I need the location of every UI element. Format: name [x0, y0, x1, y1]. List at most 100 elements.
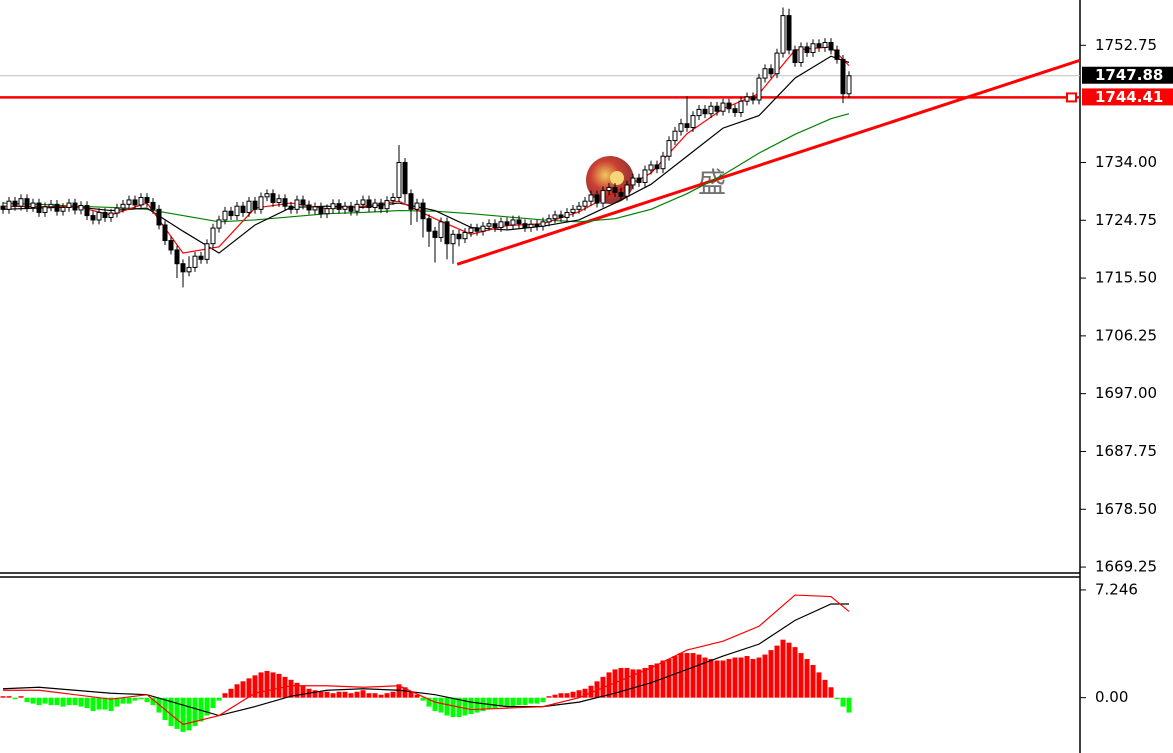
candle-body	[564, 211, 570, 218]
candle-body	[186, 266, 192, 273]
price-line-marker	[1066, 92, 1077, 103]
histogram-bar	[696, 654, 702, 698]
histogram-bar	[588, 685, 594, 698]
histogram-bar	[372, 693, 378, 698]
histogram-bar	[678, 653, 684, 698]
candle-body	[744, 96, 750, 102]
candle-body	[576, 205, 582, 210]
candle-body	[294, 199, 300, 210]
histogram-bar	[624, 667, 630, 698]
candle-body	[552, 214, 558, 220]
histogram-bar	[294, 682, 300, 698]
histogram-bar	[462, 697, 468, 716]
histogram-bar	[774, 645, 780, 698]
candle-body	[204, 243, 210, 260]
candle-body	[210, 227, 216, 245]
candle-body	[798, 46, 804, 63]
candle-body	[144, 196, 150, 203]
histogram-bar	[732, 657, 738, 698]
candle-body	[270, 193, 276, 203]
histogram-bar	[210, 697, 216, 709]
histogram-bar	[846, 697, 852, 713]
y-tick-label: 1734.00	[1095, 153, 1157, 171]
histogram-bar	[582, 688, 588, 698]
histogram-bar	[438, 697, 444, 713]
candle-body	[666, 140, 672, 157]
candle-body	[192, 255, 198, 268]
candle-body	[174, 249, 180, 265]
candle-body	[804, 46, 810, 53]
y-tick-label: 1724.75	[1095, 211, 1157, 229]
histogram-bar	[66, 697, 72, 706]
histogram-bar	[576, 690, 582, 698]
candle-body	[456, 233, 462, 240]
candle-body	[756, 77, 762, 101]
histogram-bar	[6, 696, 12, 698]
candle-body	[390, 196, 396, 202]
candle-body	[330, 203, 336, 210]
histogram-bar	[432, 697, 438, 712]
candle-body	[12, 200, 18, 207]
histogram-bar	[630, 669, 636, 698]
candle-body	[600, 190, 606, 204]
histogram-bar	[324, 691, 330, 698]
histogram-bar	[702, 657, 708, 698]
histogram-bar	[720, 660, 726, 698]
histogram-bar	[762, 654, 768, 698]
histogram-bar	[714, 660, 720, 698]
histogram-bar	[552, 694, 558, 698]
histogram-bar	[642, 667, 648, 698]
histogram-bar	[780, 639, 786, 698]
candle-body	[540, 221, 546, 227]
histogram-bar	[132, 697, 138, 701]
candle-body	[60, 206, 66, 212]
candle-body	[288, 205, 294, 210]
price-label-box	[1082, 66, 1173, 84]
histogram-bar	[798, 653, 804, 698]
candle-body	[66, 202, 72, 208]
candle-body	[132, 199, 138, 206]
candle-body	[522, 223, 528, 228]
candle-body	[114, 207, 120, 214]
histogram-bar	[366, 693, 372, 698]
candle-body	[708, 105, 714, 115]
candle-body	[738, 100, 744, 113]
candle-body	[162, 224, 168, 242]
histogram-bar	[426, 697, 432, 707]
candle-body	[690, 115, 696, 128]
candle-body	[780, 15, 786, 54]
candle-body	[480, 225, 486, 232]
histogram-bar	[564, 693, 570, 698]
histogram-bar	[810, 664, 816, 698]
candle-body	[282, 198, 288, 207]
histogram-bar	[252, 675, 258, 698]
plot-area	[0, 7, 1080, 288]
candle-body	[534, 223, 540, 227]
histogram-bar	[828, 687, 834, 698]
candle-body	[636, 177, 642, 183]
histogram-bar	[168, 697, 174, 726]
candle-body	[498, 221, 504, 228]
candle-body	[216, 219, 222, 229]
histogram-bar	[60, 697, 66, 707]
histogram-bar	[150, 697, 156, 706]
candle-body	[228, 210, 234, 217]
histogram-bar	[414, 694, 420, 698]
histogram-bar	[510, 697, 516, 707]
candle-body	[336, 203, 342, 210]
y-tick-label: 1678.50	[1095, 500, 1157, 518]
histogram-bar	[18, 696, 24, 698]
histogram-bar	[834, 697, 840, 700]
candle-body	[246, 200, 252, 213]
candle-body	[768, 68, 774, 75]
candle-body	[558, 214, 564, 218]
y-tick-label: 1715.50	[1095, 269, 1157, 287]
histogram-bar	[498, 697, 504, 707]
y-tick-label: 1669.25	[1095, 558, 1157, 576]
candle-body	[30, 202, 36, 208]
histogram-bar	[348, 693, 354, 698]
histogram-bar	[102, 697, 108, 710]
candle-body	[624, 184, 630, 197]
candle-body	[408, 193, 414, 210]
histogram-bar	[42, 697, 48, 704]
